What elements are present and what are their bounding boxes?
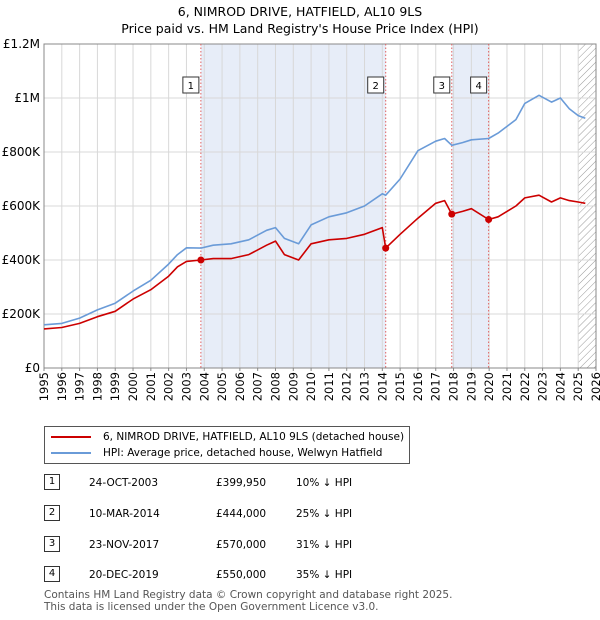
x-tick-label: 2001 — [144, 372, 158, 401]
chart-subtitle: Price paid vs. HM Land Registry's House … — [121, 21, 479, 36]
y-tick-label: £600K — [2, 199, 42, 213]
x-tick-label: 2022 — [518, 372, 532, 401]
sale-hpi-diff: 31% ↓ HPI — [296, 539, 353, 551]
x-tick-label: 2005 — [215, 372, 229, 401]
x-tick-label: 2016 — [411, 372, 425, 401]
sale-label-box — [367, 76, 385, 94]
chart-legend: 6, NIMROD DRIVE, HATFIELD, AL10 9LS (det… — [44, 426, 410, 464]
x-tick-label: 1996 — [55, 372, 69, 401]
sale-row: 4 20-DEC-2019 £550,000 35% ↓ HPI — [44, 566, 464, 584]
x-tick-label: 2008 — [268, 372, 282, 401]
sale-point — [382, 244, 390, 252]
chart-title: 6, NIMROD DRIVE, HATFIELD, AL10 9LS — [177, 4, 423, 19]
sale-hpi-diff: 35% ↓ HPI — [296, 569, 353, 581]
plot-frame — [43, 43, 597, 369]
sale-label-text: 1 — [188, 81, 194, 92]
footer-attribution: Contains HM Land Registry data © Crown c… — [44, 589, 452, 613]
x-tick-label: 2023 — [536, 372, 550, 401]
sale-label-text: 4 — [475, 81, 481, 92]
sale-label-text: 3 — [439, 81, 445, 92]
y-tick-label: £1M — [14, 91, 40, 105]
x-tick-label: 2025 — [571, 372, 585, 401]
legend-label-hpi: HPI: Average price, detached house, Welw… — [103, 447, 383, 459]
sale-number-badge: 2 — [44, 505, 60, 521]
x-tick-label: 2024 — [553, 372, 567, 401]
legend-swatch-hpi — [51, 452, 91, 454]
x-tick-label: 1999 — [108, 372, 122, 401]
legend-swatch-property — [51, 436, 91, 438]
x-tick-label: 2000 — [126, 372, 140, 401]
x-tick-label: 2018 — [447, 372, 461, 401]
footer-line-copyright: Contains HM Land Registry data © Crown c… — [44, 589, 453, 601]
sale-price: £444,000 — [216, 508, 267, 520]
sale-number-badge: 1 — [44, 474, 60, 490]
series-line-hpi — [43, 94, 586, 326]
sale-row: 3 23-NOV-2017 £570,000 31% ↓ HPI — [44, 536, 464, 554]
x-tick-label: 2003 — [179, 372, 193, 401]
y-tick-label: £800K — [2, 145, 42, 159]
series-line-property — [43, 194, 586, 330]
price-chart: £0 £200K £400K £600K £800K £1M £1.2M 1995 1996 19… — [2, 37, 600, 401]
sale-point — [197, 256, 205, 264]
x-tick-label: 1998 — [90, 372, 104, 401]
sale-row: 1 24-OCT-2003 £399,950 10% ↓ HPI — [44, 474, 464, 492]
x-tick-label: 2019 — [464, 372, 478, 401]
sale-label-box — [470, 76, 488, 94]
sale-label-box — [182, 76, 200, 94]
y-tick-label: £200K — [2, 307, 42, 321]
sale-number-badge: 4 — [44, 566, 60, 582]
sale-date: 23-NOV-2017 — [89, 539, 160, 551]
x-tick-label: 2021 — [500, 372, 514, 401]
sale-date: 24-OCT-2003 — [89, 477, 158, 489]
sale-label-box — [433, 76, 451, 94]
x-tick-label: 2026 — [589, 372, 600, 401]
sale-price: £570,000 — [216, 539, 267, 551]
footer-line-licence: This data is licensed under the Open Gov… — [44, 601, 379, 613]
sale-price: £550,000 — [216, 569, 267, 581]
sale-row: 2 10-MAR-2014 £444,000 25% ↓ HPI — [44, 505, 464, 523]
x-tick-label: 1997 — [73, 372, 87, 401]
x-tick-label: 2017 — [429, 372, 443, 401]
x-tick-label: 2006 — [233, 372, 247, 401]
x-tick-label: 2012 — [340, 372, 354, 401]
x-tick-label: 1995 — [37, 372, 51, 401]
sale-hpi-diff: 10% ↓ HPI — [296, 477, 353, 489]
sale-date: 10-MAR-2014 — [89, 508, 160, 520]
x-tick-label: 2020 — [482, 372, 496, 401]
y-tick-label: £1.2M — [3, 37, 40, 51]
x-tick-label: 2002 — [162, 372, 176, 401]
x-tick-label: 2011 — [322, 372, 336, 401]
x-tick-label: 2015 — [393, 372, 407, 401]
x-tick-label: 2009 — [286, 372, 300, 401]
y-tick-label: £400K — [2, 253, 42, 267]
x-tick-label: 2014 — [375, 372, 389, 401]
y-tick-label: £0 — [25, 361, 40, 375]
sale-date: 20-DEC-2019 — [89, 569, 159, 581]
sale-hpi-diff: 25% ↓ HPI — [296, 508, 353, 520]
sale-point — [485, 216, 493, 223]
sale-price: £399,950 — [216, 477, 267, 489]
sale-point — [448, 210, 456, 218]
x-tick-label: 2013 — [358, 372, 372, 401]
legend-label-property: 6, NIMROD DRIVE, HATFIELD, AL10 9LS (det… — [103, 431, 405, 443]
sale-label-text: 2 — [373, 81, 379, 92]
sale-number-badge: 3 — [44, 536, 60, 552]
x-tick-label: 2010 — [304, 372, 318, 401]
x-tick-label: 2007 — [251, 372, 265, 401]
x-tick-label: 2004 — [197, 372, 211, 401]
